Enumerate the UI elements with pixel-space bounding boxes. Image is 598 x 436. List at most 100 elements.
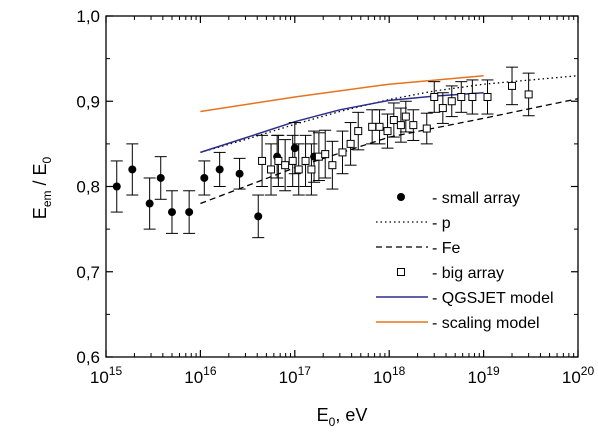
marker-filled-circle — [128, 165, 137, 174]
legend-marker-open-square — [397, 268, 405, 276]
marker-open-square — [346, 139, 355, 148]
marker-open-square — [338, 148, 347, 157]
marker-open-square — [483, 92, 492, 101]
data-point — [198, 160, 211, 196]
data-point — [213, 151, 226, 187]
data-point — [445, 85, 458, 118]
marker-open-square — [307, 165, 316, 174]
marker-filled-circle — [185, 208, 194, 217]
x-axis-title-sub: 0 — [329, 415, 336, 429]
marker-open-square — [524, 90, 533, 99]
data-point — [336, 130, 349, 175]
data-point — [387, 102, 400, 138]
data-point — [352, 111, 365, 151]
marker-open-square — [422, 124, 431, 133]
marker-open-square — [375, 122, 384, 131]
marker-open-square — [409, 121, 418, 130]
data-point — [256, 134, 269, 187]
data-point — [110, 160, 123, 213]
series-line-p — [200, 75, 579, 154]
marker-filled-circle — [156, 173, 165, 182]
x-tick-label: 1017 — [279, 364, 312, 387]
x-tick-label-exp: 15 — [109, 364, 123, 378]
data-point — [305, 143, 318, 196]
marker-filled-circle — [235, 169, 244, 178]
y-axis-title-base: E — [30, 207, 50, 219]
legend-item: - p — [376, 215, 451, 232]
marker-open-square — [267, 165, 276, 174]
y-axis-title-sub2: 0 — [40, 156, 54, 163]
x-tick-label-base: 10 — [467, 368, 486, 387]
y-tick-label: 0,7 — [76, 263, 100, 282]
x-axis-title: E0, eV — [317, 405, 368, 429]
marker-open-square — [430, 92, 439, 101]
legend-item: - big array — [397, 265, 504, 282]
data-point — [126, 143, 139, 196]
marker-open-square — [328, 161, 337, 170]
data-point — [292, 143, 305, 196]
data-point — [455, 81, 468, 113]
marker-open-square — [396, 121, 405, 130]
data-point — [428, 81, 441, 113]
data-point — [183, 190, 196, 234]
y-axis-title: Eem / E0 — [30, 156, 54, 219]
legend-item: - scaling model — [376, 315, 540, 332]
data-point — [506, 66, 519, 106]
data-point — [399, 100, 412, 133]
x-tick-label-base: 10 — [373, 368, 392, 387]
x-tick-label-base: 10 — [562, 368, 581, 387]
y-tick-label: 0,6 — [76, 348, 100, 367]
data-point — [143, 177, 156, 230]
x-tick-label: 1018 — [373, 364, 406, 387]
marker-open-square — [321, 150, 330, 159]
data-point — [312, 132, 325, 182]
x-tick-label-base: 10 — [184, 368, 203, 387]
x-tick-label-exp: 18 — [392, 364, 406, 378]
data-point — [165, 190, 178, 234]
data-point — [272, 134, 285, 187]
data-point — [466, 79, 479, 115]
data-point — [154, 156, 167, 200]
axis-ticks — [105, 15, 579, 358]
x-tick-label-exp: 19 — [486, 364, 500, 378]
marker-open-square — [468, 92, 477, 101]
y-axis-title-mid: / E — [30, 163, 50, 190]
legend-marker-filled-circle — [397, 193, 405, 201]
data-point — [326, 140, 339, 190]
y-tick-label: 0,9 — [76, 92, 100, 111]
legend-label: - Fe — [432, 240, 461, 257]
data-point — [252, 194, 265, 239]
marker-open-square — [301, 156, 310, 165]
data-point — [319, 129, 332, 179]
data-point — [373, 109, 386, 145]
x-axis-title-rest: , eV — [335, 405, 367, 425]
series-points — [110, 66, 535, 239]
data-point — [286, 134, 299, 187]
data-point — [265, 143, 278, 196]
marker-filled-circle — [145, 199, 154, 208]
y-tick-label: 0,8 — [76, 178, 100, 197]
data-point — [279, 139, 292, 192]
marker-open-square — [288, 156, 297, 165]
marker-open-square — [258, 156, 267, 165]
data-point — [344, 122, 357, 166]
legend: - small array - p - Fe - big array - QGSJET … — [376, 190, 554, 332]
x-axis-title-base: E — [317, 405, 329, 425]
marker-open-square — [401, 112, 410, 121]
marker-open-square — [368, 122, 377, 131]
data-point — [233, 157, 246, 190]
data-point — [420, 112, 433, 145]
series-line-scaling-model — [200, 74, 484, 113]
marker-open-square — [383, 127, 392, 136]
marker-open-square — [447, 97, 456, 106]
legend-label: - scaling model — [432, 315, 540, 332]
marker-filled-circle — [167, 208, 176, 217]
legend-label: - big array — [432, 265, 504, 282]
data-point — [394, 107, 407, 143]
x-tick-label: 1016 — [184, 364, 217, 387]
marker-filled-circle — [112, 182, 121, 191]
marker-filled-circle — [215, 165, 224, 174]
data-point — [436, 92, 449, 124]
